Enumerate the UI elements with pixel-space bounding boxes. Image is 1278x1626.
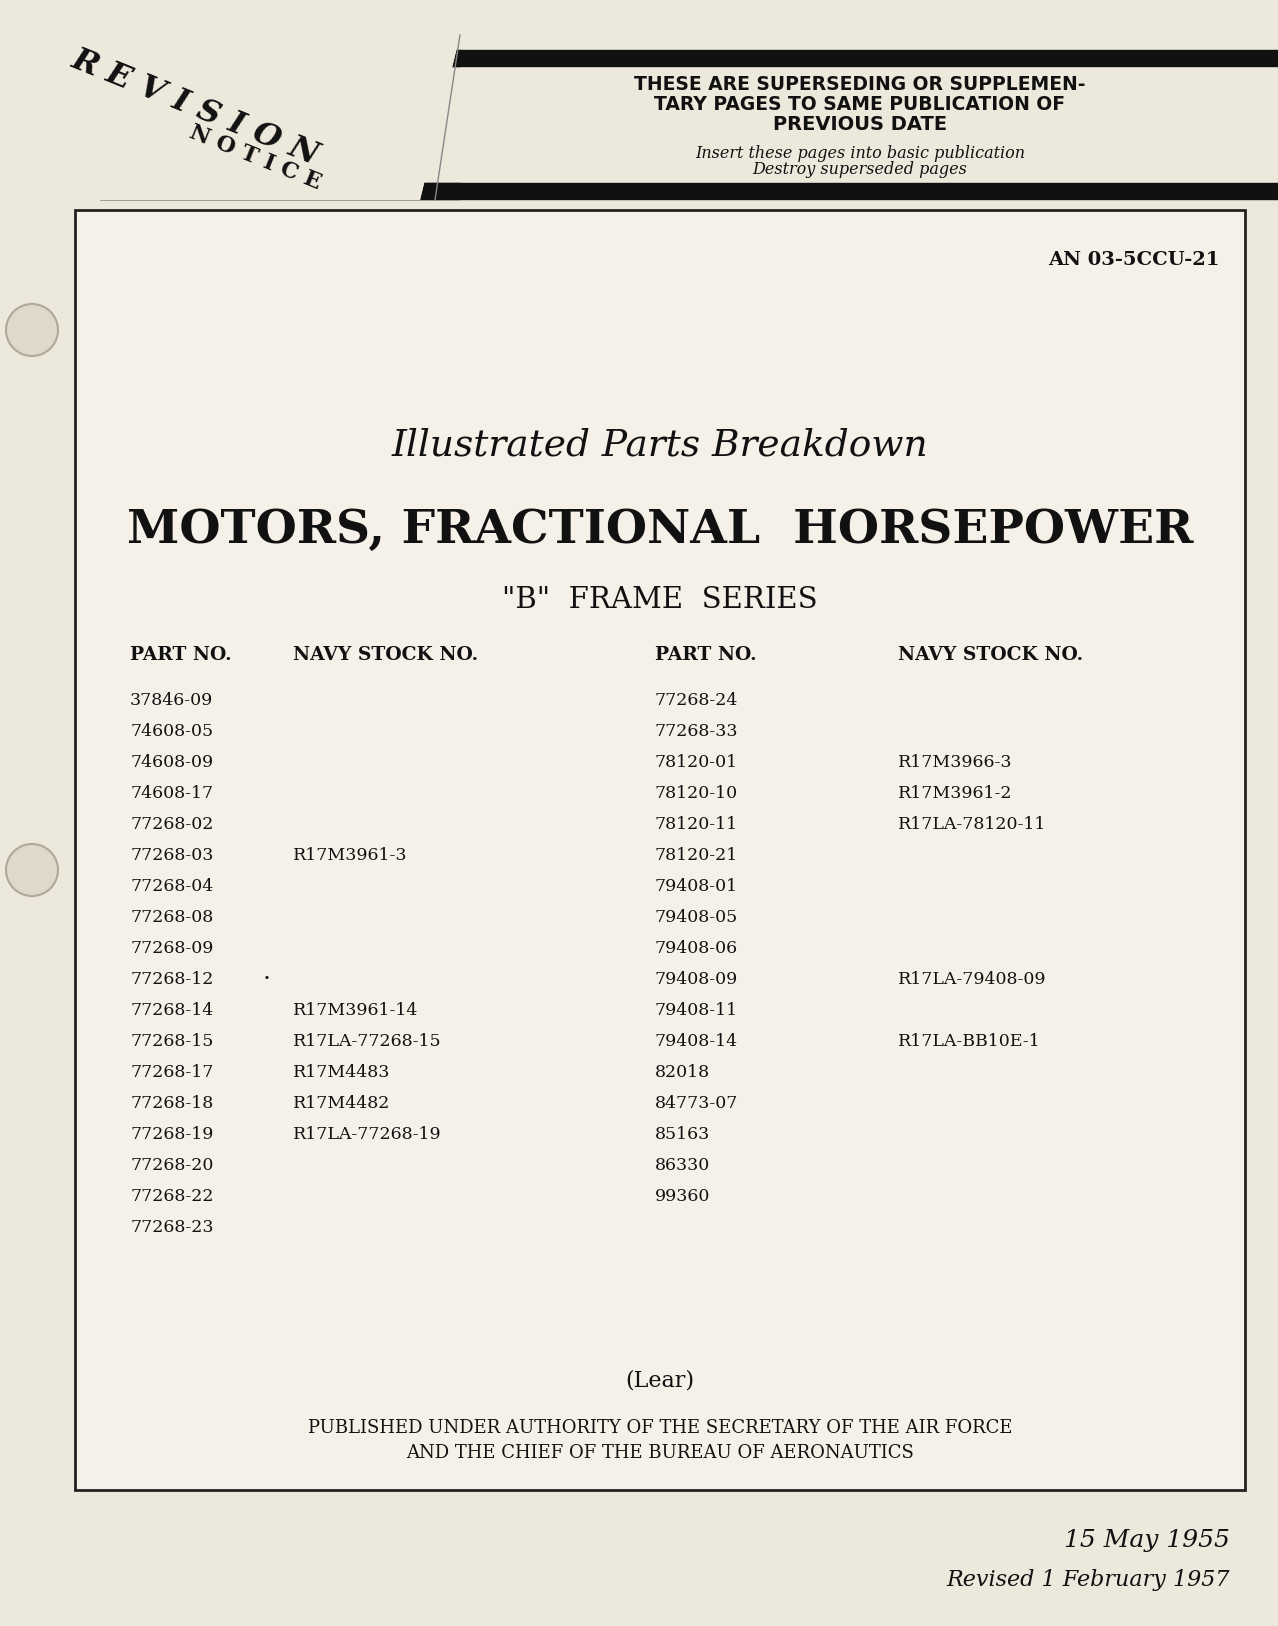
Text: 99360: 99360 bbox=[656, 1187, 711, 1205]
Circle shape bbox=[6, 844, 58, 896]
Text: 77268-12: 77268-12 bbox=[130, 971, 213, 987]
Polygon shape bbox=[0, 36, 460, 200]
Text: AN 03-5CCU-21: AN 03-5CCU-21 bbox=[1048, 250, 1220, 268]
Text: 77268-15: 77268-15 bbox=[130, 1033, 213, 1049]
Text: 77268-19: 77268-19 bbox=[130, 1125, 213, 1143]
Text: R17LA-77268-15: R17LA-77268-15 bbox=[293, 1033, 442, 1049]
Text: N O T I C E: N O T I C E bbox=[185, 122, 325, 195]
Text: 77268-03: 77268-03 bbox=[130, 847, 213, 863]
Text: 77268-20: 77268-20 bbox=[130, 1156, 213, 1174]
Text: 86330: 86330 bbox=[656, 1156, 711, 1174]
Text: PART NO.: PART NO. bbox=[656, 646, 757, 663]
Text: NAVY STOCK NO.: NAVY STOCK NO. bbox=[293, 646, 478, 663]
Text: 77268-02: 77268-02 bbox=[130, 816, 213, 833]
Bar bbox=[100, 50, 460, 67]
Text: 79408-05: 79408-05 bbox=[656, 909, 739, 925]
Text: 77268-09: 77268-09 bbox=[130, 940, 213, 956]
Text: R17M4483: R17M4483 bbox=[293, 1063, 390, 1081]
Polygon shape bbox=[0, 36, 460, 200]
Text: 77268-08: 77268-08 bbox=[130, 909, 213, 925]
Bar bbox=[100, 184, 1278, 198]
Text: 77268-14: 77268-14 bbox=[130, 1002, 213, 1018]
Text: 74608-05: 74608-05 bbox=[130, 722, 213, 740]
Text: 78120-01: 78120-01 bbox=[656, 753, 739, 771]
Text: 82018: 82018 bbox=[656, 1063, 711, 1081]
Text: Insert these pages into basic publication: Insert these pages into basic publicatio… bbox=[695, 145, 1025, 161]
Text: R17M4482: R17M4482 bbox=[293, 1094, 390, 1112]
Text: ·: · bbox=[263, 967, 271, 990]
Text: Illustrated Parts Breakdown: Illustrated Parts Breakdown bbox=[391, 428, 928, 463]
Text: 79408-14: 79408-14 bbox=[656, 1033, 739, 1049]
Text: R17M3961-2: R17M3961-2 bbox=[898, 784, 1012, 802]
Text: 77268-17: 77268-17 bbox=[130, 1063, 213, 1081]
Bar bbox=[100, 184, 460, 198]
Text: 79408-09: 79408-09 bbox=[656, 971, 739, 987]
Text: 78120-21: 78120-21 bbox=[656, 847, 739, 863]
Text: 77268-24: 77268-24 bbox=[656, 691, 739, 709]
Text: R17LA-79408-09: R17LA-79408-09 bbox=[898, 971, 1047, 987]
Text: 77268-22: 77268-22 bbox=[130, 1187, 213, 1205]
Bar bbox=[0, 0, 1278, 210]
Text: 15 May 1955: 15 May 1955 bbox=[1065, 1528, 1229, 1551]
Text: 84773-07: 84773-07 bbox=[656, 1094, 739, 1112]
Circle shape bbox=[6, 304, 58, 356]
Text: 77268-18: 77268-18 bbox=[130, 1094, 213, 1112]
Text: R17LA-BB10E-1: R17LA-BB10E-1 bbox=[898, 1033, 1040, 1049]
Text: Destroy superseded pages: Destroy superseded pages bbox=[753, 161, 967, 179]
Text: THESE ARE SUPERSEDING OR SUPPLEMEN-: THESE ARE SUPERSEDING OR SUPPLEMEN- bbox=[634, 75, 1086, 94]
Text: 77268-23: 77268-23 bbox=[130, 1218, 213, 1236]
Text: R17M3961-3: R17M3961-3 bbox=[293, 847, 408, 863]
Text: 79408-11: 79408-11 bbox=[656, 1002, 739, 1018]
Text: R E V I S I O N: R E V I S I O N bbox=[66, 44, 323, 172]
Text: R17M3961-14: R17M3961-14 bbox=[293, 1002, 418, 1018]
Text: 78120-11: 78120-11 bbox=[656, 816, 739, 833]
Text: R17LA-77268-19: R17LA-77268-19 bbox=[293, 1125, 442, 1143]
Text: PREVIOUS DATE: PREVIOUS DATE bbox=[773, 115, 947, 135]
Text: TARY PAGES TO SAME PUBLICATION OF: TARY PAGES TO SAME PUBLICATION OF bbox=[654, 96, 1066, 114]
Text: 74608-09: 74608-09 bbox=[130, 753, 213, 771]
Text: R17LA-78120-11: R17LA-78120-11 bbox=[898, 816, 1047, 833]
Text: NAVY STOCK NO.: NAVY STOCK NO. bbox=[898, 646, 1084, 663]
Text: 78120-10: 78120-10 bbox=[656, 784, 739, 802]
Text: MOTORS, FRACTIONAL  HORSEPOWER: MOTORS, FRACTIONAL HORSEPOWER bbox=[127, 507, 1194, 553]
Bar bbox=[75, 210, 1245, 1489]
Text: "B"  FRAME  SERIES: "B" FRAME SERIES bbox=[502, 585, 818, 615]
Text: PUBLISHED UNDER AUTHORITY OF THE SECRETARY OF THE AIR FORCE: PUBLISHED UNDER AUTHORITY OF THE SECRETA… bbox=[308, 1419, 1012, 1437]
Bar bbox=[100, 50, 1278, 67]
Text: 79408-01: 79408-01 bbox=[656, 878, 739, 894]
Text: 79408-06: 79408-06 bbox=[656, 940, 739, 956]
Text: 77268-04: 77268-04 bbox=[130, 878, 213, 894]
Text: (Lear): (Lear) bbox=[625, 1369, 694, 1390]
Text: 37846-09: 37846-09 bbox=[130, 691, 213, 709]
Text: PART NO.: PART NO. bbox=[130, 646, 231, 663]
Text: 74608-17: 74608-17 bbox=[130, 784, 213, 802]
Text: R17M3966-3: R17M3966-3 bbox=[898, 753, 1012, 771]
Text: AND THE CHIEF OF THE BUREAU OF AERONAUTICS: AND THE CHIEF OF THE BUREAU OF AERONAUTI… bbox=[406, 1444, 914, 1462]
Text: Revised 1 February 1957: Revised 1 February 1957 bbox=[947, 1569, 1229, 1590]
Text: 77268-33: 77268-33 bbox=[656, 722, 739, 740]
Text: 85163: 85163 bbox=[656, 1125, 711, 1143]
